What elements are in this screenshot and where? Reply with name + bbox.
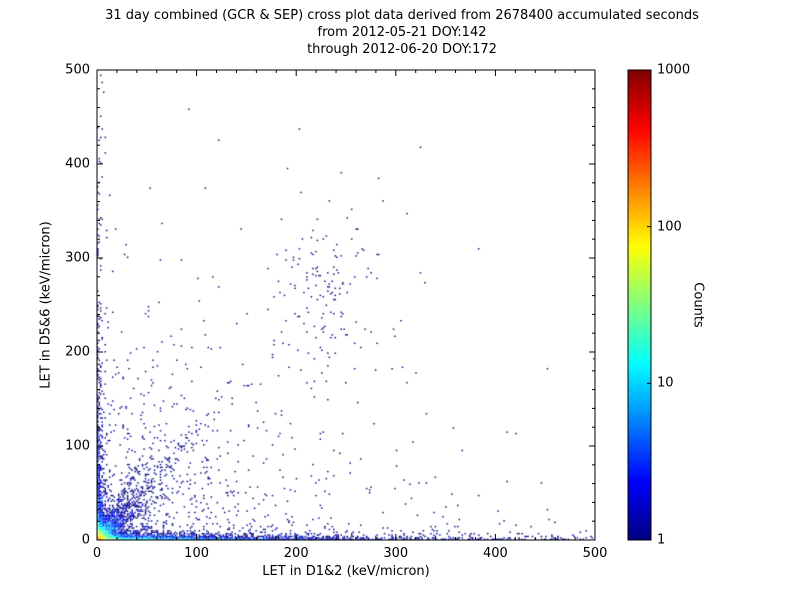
x-axis-label: LET in D1&2 (keV/micron) xyxy=(262,564,430,579)
y-tick-label: 0 xyxy=(81,532,90,548)
x-tick-label: 500 xyxy=(582,546,608,561)
chart-title-line1: 31 day combined (GCR & SEP) cross plot d… xyxy=(105,8,699,23)
y-tick-label: 100 xyxy=(65,438,90,454)
x-tick-label: 400 xyxy=(482,546,508,561)
colorbar-label: Counts xyxy=(690,282,706,328)
y-tick-label: 500 xyxy=(65,62,90,78)
y-tick-label: 400 xyxy=(65,156,90,172)
chart-title-line2: from 2012-05-21 DOY:142 xyxy=(317,25,487,40)
colorbar-tick-label: 10 xyxy=(657,375,674,391)
colorbar xyxy=(627,69,652,541)
y-tick-label: 300 xyxy=(65,250,90,266)
colorbar-tick-label: 1 xyxy=(657,532,666,548)
colorbar-tick-label: 100 xyxy=(657,219,682,235)
y-tick-label: 200 xyxy=(65,344,90,360)
x-tick-label: 100 xyxy=(184,546,210,561)
chart-title-line3: through 2012-06-20 DOY:172 xyxy=(307,42,497,57)
x-tick-label: 200 xyxy=(283,546,309,561)
colorbar-tick-label: 1000 xyxy=(657,62,691,78)
scatter-points-canvas xyxy=(97,70,595,540)
plot-frame xyxy=(96,69,596,541)
x-tick-label: 0 xyxy=(92,546,102,561)
y-axis-label: LET in D5&6 (keV/micron) xyxy=(38,221,54,389)
x-tick-label: 300 xyxy=(383,546,409,561)
